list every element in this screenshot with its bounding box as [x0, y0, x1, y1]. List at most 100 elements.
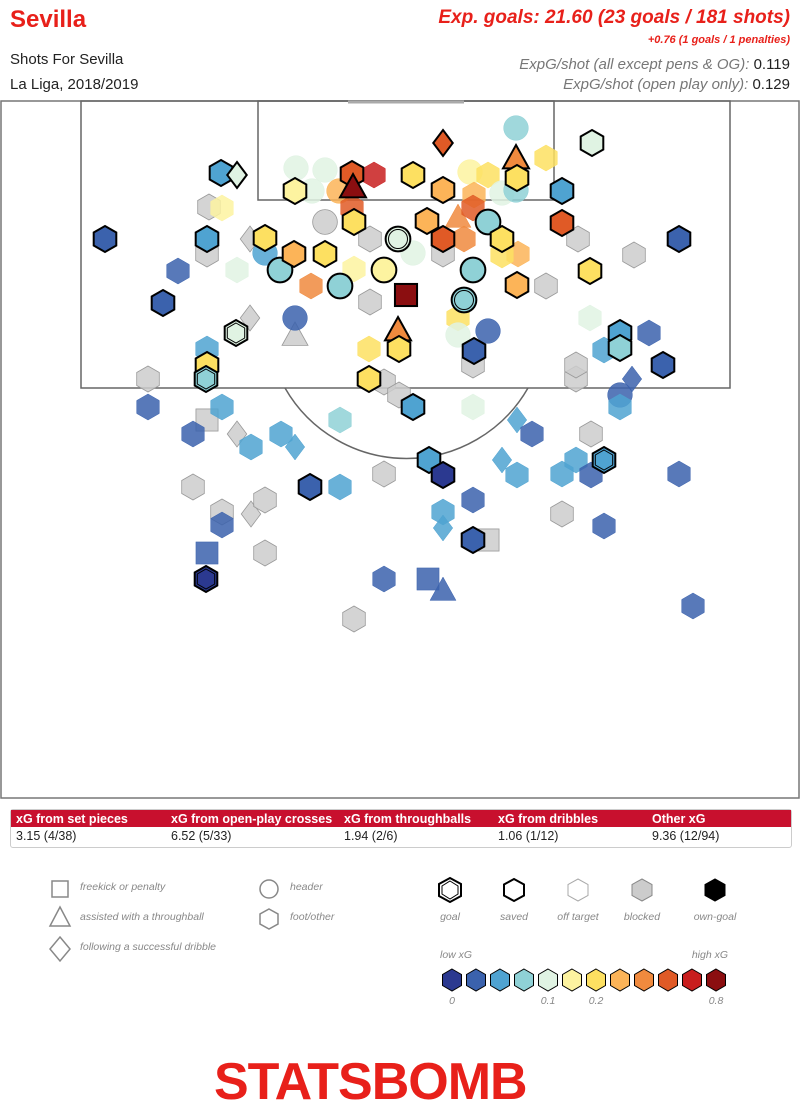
statsbomb-logo: STATSBOMB — [214, 1053, 528, 1111]
shot-circle-blocked — [312, 209, 338, 235]
shot-marker — [452, 225, 476, 253]
shot-marker — [372, 565, 396, 593]
competition-label: La Liga, 2018/2019 — [10, 76, 139, 93]
shot-marker — [210, 393, 234, 421]
legend-tick-08: 0.8 — [709, 995, 724, 1007]
shot-marker — [414, 206, 440, 236]
shot-marker — [328, 473, 352, 501]
shot-circle-off — [445, 322, 471, 348]
legend-tick-0: 0 — [449, 995, 455, 1007]
shot-diamond-off — [621, 365, 643, 393]
shot-marker — [607, 333, 633, 363]
shot-hex-saved — [297, 472, 323, 502]
shot-marker — [577, 256, 603, 286]
shot-marker — [503, 115, 529, 141]
shot-hex-blocked — [253, 486, 277, 514]
shot-hex-off — [328, 473, 352, 501]
shot-triangle-off — [429, 576, 457, 601]
shot-hex-off — [592, 512, 616, 540]
shot-marker — [282, 305, 308, 331]
shot-marker — [549, 208, 575, 238]
shot-hex-blocked — [550, 500, 574, 528]
shot-marker — [549, 176, 575, 206]
shot-hex-saved — [650, 350, 676, 380]
xg-per-shot-open: ExpG/shot (open play only): 0.129 — [563, 76, 790, 93]
xg-scale-swatch — [562, 968, 582, 992]
shot-circle-off — [475, 318, 501, 344]
shot-hex-saved — [504, 163, 530, 193]
xg-header-set-pieces: xG from set pieces — [16, 812, 128, 826]
shot-diamond-off — [491, 446, 513, 474]
legend-header: header — [290, 881, 323, 893]
shot-marker — [252, 223, 278, 253]
shot-hex-goal — [193, 564, 219, 594]
shot-marker — [181, 420, 205, 448]
shot-marker — [356, 364, 382, 394]
shot-marker — [283, 155, 309, 181]
shot-hex-off — [608, 393, 632, 421]
own-goal-hexagon-icon — [704, 878, 726, 902]
shot-hex-saved — [281, 239, 307, 269]
shot-marker — [194, 224, 220, 254]
shot-hex-off — [667, 460, 691, 488]
shot-marker — [550, 500, 574, 528]
shot-marker — [281, 321, 309, 346]
shot-circle-goal — [384, 225, 412, 253]
shot-marker — [474, 208, 502, 236]
shot-hex-saved — [489, 224, 515, 254]
shot-hex-blocked — [181, 473, 205, 501]
shot-marker — [579, 420, 603, 448]
shot-marker — [432, 514, 454, 542]
shot-marker — [622, 241, 646, 269]
shot-marker — [195, 541, 219, 565]
shot-hex-off — [564, 446, 588, 474]
square-icon — [51, 880, 69, 898]
shot-circle-goal — [450, 286, 478, 314]
shot-marker — [430, 175, 456, 205]
shot-marker — [225, 256, 249, 284]
goal-ring — [196, 568, 216, 590]
shot-marker — [166, 257, 190, 285]
shot-hex-saved — [504, 270, 530, 300]
shot-diamond-saved — [226, 160, 248, 190]
shot-diamond-saved — [432, 128, 454, 158]
legend-own-goal: own-goal — [694, 911, 737, 923]
xg-header-crosses: xG from open-play crosses — [171, 812, 333, 826]
xg-value-set-pieces: 3.15 (4/38) — [16, 829, 77, 843]
shot-marker — [136, 365, 160, 393]
shot-marker — [253, 486, 277, 514]
legend-outcomes — [438, 876, 726, 904]
pitch-lines — [0, 100, 800, 799]
shot-marker — [386, 334, 412, 364]
shot-marker — [208, 158, 234, 188]
shot-marker — [429, 576, 457, 601]
shot-hex-saved — [150, 288, 176, 318]
shot-hex-saved — [666, 224, 692, 254]
xg-scale-swatch — [658, 968, 678, 992]
shot-hex-off — [637, 319, 661, 347]
shot-marker — [505, 461, 529, 489]
shot-hex-off — [372, 565, 396, 593]
shot-hex-saved — [579, 128, 605, 158]
legend-dribble: following a successful dribble — [80, 941, 216, 953]
xg-scale-swatch — [538, 968, 558, 992]
shot-marker — [459, 256, 487, 284]
shot-hex-off — [328, 406, 352, 434]
shot-circle-saved — [370, 256, 398, 284]
triangle-icon — [48, 905, 72, 927]
shot-diamond-off — [506, 406, 528, 434]
xg-per-shot-open-label: ExpG/shot (open play only): — [563, 76, 749, 93]
shot-marker — [299, 272, 323, 300]
shot-square-off — [195, 541, 219, 565]
shot-hex-off — [342, 255, 366, 283]
shot-marker — [384, 225, 412, 253]
shot-marker — [338, 171, 368, 199]
circle-icon — [259, 879, 279, 899]
xg-table-values: 3.15 (4/38) 6.52 (5/33) 1.94 (2/6) 1.06 … — [11, 827, 791, 847]
shot-marker — [504, 270, 530, 300]
shot-hex-saved — [252, 223, 278, 253]
shot-marker — [282, 176, 308, 206]
shot-marker — [637, 319, 661, 347]
diamond-icon — [49, 935, 71, 963]
xg-scale-swatch — [706, 968, 726, 992]
